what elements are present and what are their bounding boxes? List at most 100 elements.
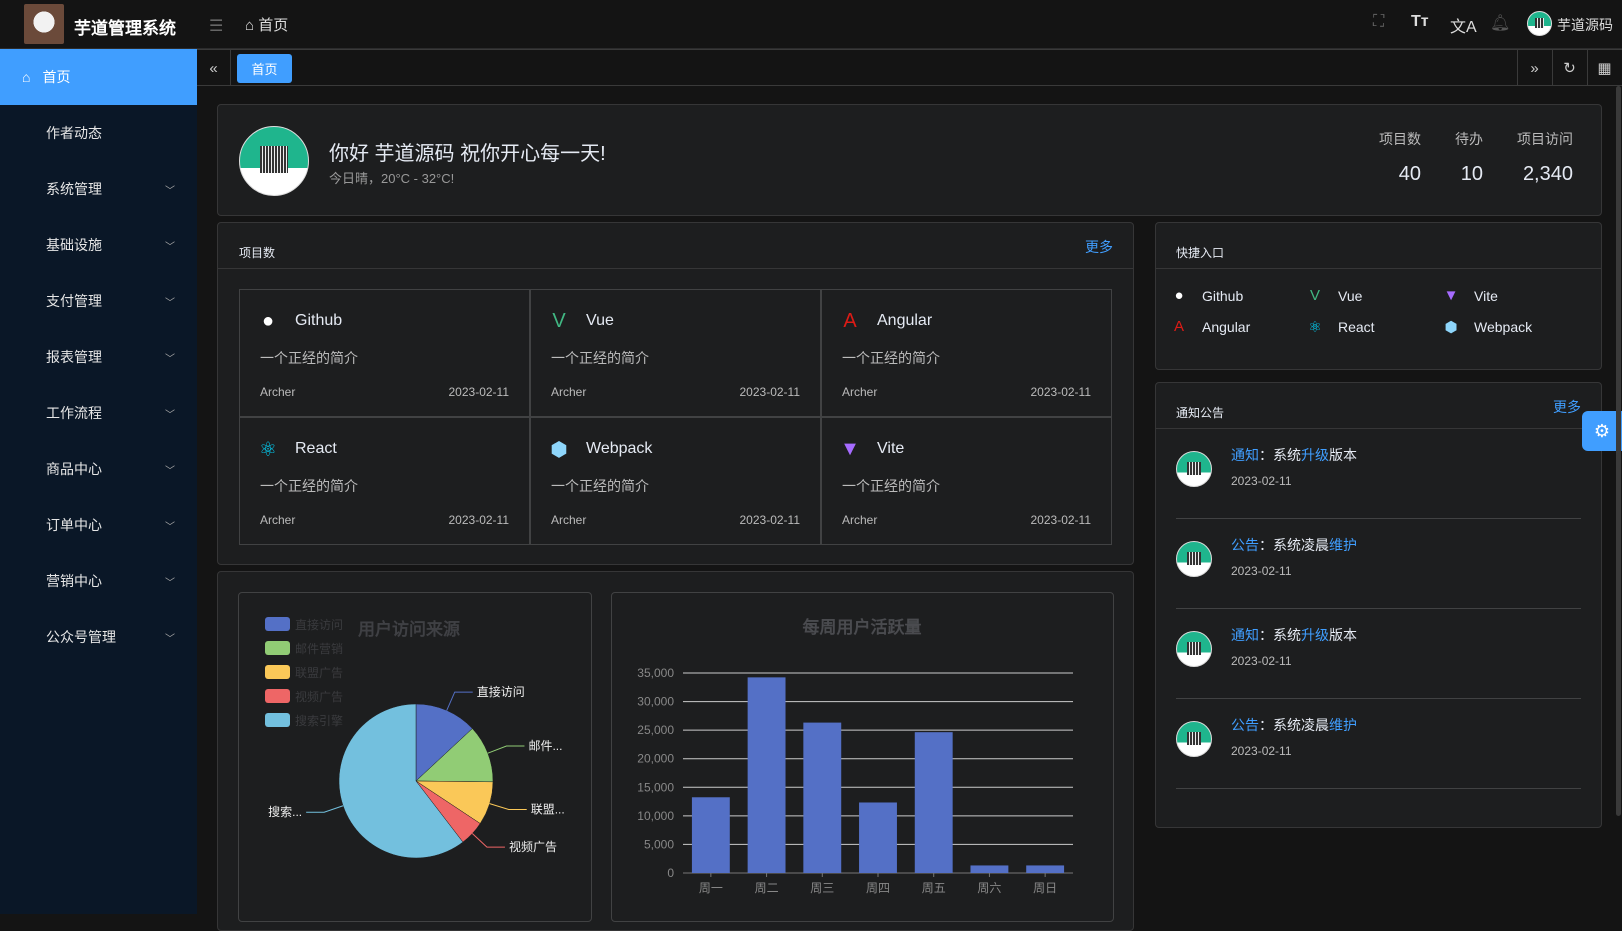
legend-label: 邮件营销 xyxy=(295,642,343,656)
x-tick-label: 周六 xyxy=(977,881,1001,895)
sidebar-item-label: 营销中心 xyxy=(46,573,102,589)
shortcut-link[interactable]: A Angular xyxy=(1170,318,1250,335)
sidebar-item-label: 基础设施 xyxy=(46,237,102,253)
notice-item[interactable]: 通知：系统升级版本 2023-02-11 xyxy=(1176,429,1581,519)
project-card[interactable]: ⬢ Webpack 一个正经的简介 Archer 2023-02-11 xyxy=(530,417,821,545)
bell-icon[interactable]: 🔔︎ xyxy=(1490,15,1511,32)
notice-title[interactable]: 公告：系统凌晨维护 xyxy=(1231,717,1357,733)
sidebar-item[interactable]: 作者动态 xyxy=(0,105,197,161)
project-card[interactable]: ⚛ React 一个正经的简介 Archer 2023-02-11 xyxy=(239,417,530,545)
y-tick-label: 35,000 xyxy=(637,666,674,680)
project-card[interactable]: V Vue 一个正经的简介 Archer 2023-02-11 xyxy=(530,289,821,417)
notice-avatar xyxy=(1176,721,1212,757)
tab-home[interactable]: 首页 xyxy=(237,54,292,83)
shortcut-link[interactable]: ⬢ Webpack xyxy=(1442,318,1532,336)
scroll-left-icon[interactable]: « xyxy=(197,50,231,86)
legend-label: 直接访问 xyxy=(295,617,343,632)
notice-item[interactable]: 通知：系统升级版本 2023-02-11 xyxy=(1176,609,1581,699)
notice-list: 通知：系统升级版本 2023-02-11 公告：系统凌晨维护 2023-02-1… xyxy=(1156,428,1601,789)
tab-bar: « 首页 » ↻ ▦ xyxy=(197,49,1622,86)
bar xyxy=(803,722,842,873)
project-date: 2023-02-11 xyxy=(1030,513,1092,527)
y-tick-label: 15,000 xyxy=(637,780,674,794)
stat-todo: 待办 10 xyxy=(1455,131,1483,185)
notices-more-link[interactable]: 更多 xyxy=(1553,399,1581,415)
vite-icon: ▼ xyxy=(1443,287,1459,304)
shortcut-link[interactable]: ● Github xyxy=(1170,287,1243,304)
pie-chart-box: 用户访问来源 直接访问 邮件营销 联盟广告 视频广告 搜索引擎 直接访问 邮件... 联盟...… xyxy=(238,592,592,922)
notice-item[interactable]: 公告：系统凌晨维护 2023-02-11 xyxy=(1176,699,1581,789)
shortcut-link[interactable]: ⚛ React xyxy=(1306,318,1374,336)
webpack-icon: ⬢ xyxy=(550,438,568,461)
chevron-down-icon: ﹀ xyxy=(165,241,175,253)
shortcut-label: Vue xyxy=(1338,287,1363,304)
notice-date: 2023-02-11 xyxy=(1231,564,1292,578)
breadcrumb-item: 首页 xyxy=(258,17,289,34)
username[interactable]: 芋道源码 xyxy=(1557,17,1613,33)
project-name: Vite xyxy=(877,440,905,457)
project-desc: 一个正经的简介 xyxy=(260,350,358,366)
project-card[interactable]: A Angular 一个正经的简介 Archer 2023-02-11 xyxy=(821,289,1112,417)
collapse-menu-icon[interactable]: ☰ xyxy=(209,18,224,35)
sidebar-item-label: 订单中心 xyxy=(46,517,102,533)
bar xyxy=(691,797,730,873)
sidebar-item[interactable]: 营销中心 ﹀ xyxy=(0,553,197,609)
grid-menu-icon[interactable]: ▦ xyxy=(1587,50,1621,86)
project-author: Archer xyxy=(551,513,587,527)
bar xyxy=(1026,865,1065,873)
project-card[interactable]: ● Github 一个正经的简介 Archer 2023-02-11 xyxy=(239,289,530,417)
project-author: Archer xyxy=(260,385,296,399)
notice-title[interactable]: 通知：系统升级版本 xyxy=(1231,447,1357,463)
shortcut-label: Vite xyxy=(1474,287,1498,304)
sidebar-item[interactable]: 支付管理 ﹀ xyxy=(0,273,197,329)
user-avatar[interactable] xyxy=(1527,11,1552,36)
vite-icon: ▼ xyxy=(840,437,860,460)
pie-label: 联盟... xyxy=(531,802,565,816)
sidebar-item-label: 首页 xyxy=(42,69,71,85)
notice-avatar xyxy=(1176,541,1212,577)
pie-label: 视频广告 xyxy=(509,839,557,854)
chevron-down-icon: ﹀ xyxy=(165,577,175,589)
vue-icon: V xyxy=(552,309,566,332)
sidebar-item[interactable]: 基础设施 ﹀ xyxy=(0,217,197,273)
scrollbar[interactable] xyxy=(1616,86,1621,816)
notice-date: 2023-02-11 xyxy=(1231,744,1292,758)
scroll-right-icon[interactable]: » xyxy=(1517,50,1551,86)
webpack-icon: ⬢ xyxy=(1444,319,1458,336)
shortcut-label: Github xyxy=(1202,287,1244,304)
project-desc: 一个正经的简介 xyxy=(260,478,358,494)
sidebar-item[interactable]: 系统管理 ﹀ xyxy=(0,161,197,217)
legend-swatch xyxy=(265,713,290,727)
x-tick-label: 周日 xyxy=(1033,881,1057,895)
refresh-icon[interactable]: ↻ xyxy=(1552,50,1586,86)
x-tick-label: 周二 xyxy=(755,881,779,895)
shortcut-link[interactable]: V Vue xyxy=(1306,287,1362,304)
shortcut-link[interactable]: ▼ Vite xyxy=(1442,287,1498,304)
bar xyxy=(970,865,1009,873)
y-tick-label: 5,000 xyxy=(644,837,674,851)
notice-item[interactable]: 公告：系统凌晨维护 2023-02-11 xyxy=(1176,519,1581,609)
sidebar-item[interactable]: ⌂ 首页 xyxy=(0,49,197,105)
font-size-icon[interactable]: Tт xyxy=(1411,13,1429,30)
project-card[interactable]: ▼ Vite 一个正经的简介 Archer 2023-02-11 xyxy=(821,417,1112,545)
breadcrumb[interactable]: ⌂ 首页 xyxy=(245,14,288,35)
sidebar-item-label: 商品中心 xyxy=(46,461,102,477)
sidebar-item[interactable]: 工作流程 ﹀ xyxy=(0,385,197,441)
bar-chart-box: 每周用户活跃量 0 5,000 10,000 15,000 20,000 25,000 30,… xyxy=(611,592,1114,922)
y-tick-label: 30,000 xyxy=(637,695,674,709)
pie-label-line xyxy=(471,833,505,848)
settings-gear-icon[interactable]: ⚙ xyxy=(1582,411,1622,451)
translate-icon[interactable]: 文A xyxy=(1450,19,1477,36)
github-icon: ● xyxy=(1174,287,1184,304)
sidebar-item[interactable]: 订单中心 ﹀ xyxy=(0,497,197,553)
notice-title[interactable]: 通知：系统升级版本 xyxy=(1231,627,1357,643)
sidebar-item[interactable]: 商品中心 ﹀ xyxy=(0,441,197,497)
sidebar-item[interactable]: 报表管理 ﹀ xyxy=(0,329,197,385)
sidebar-item[interactable]: 公众号管理 ﹀ xyxy=(0,609,197,665)
legend-label: 搜索引擎 xyxy=(295,713,343,728)
project-name: Angular xyxy=(877,312,933,329)
projects-more-link[interactable]: 更多 xyxy=(1085,239,1113,255)
fullscreen-icon[interactable]: ⛶ xyxy=(1373,13,1385,30)
bar xyxy=(859,802,897,873)
notice-title[interactable]: 公告：系统凌晨维护 xyxy=(1231,537,1357,553)
